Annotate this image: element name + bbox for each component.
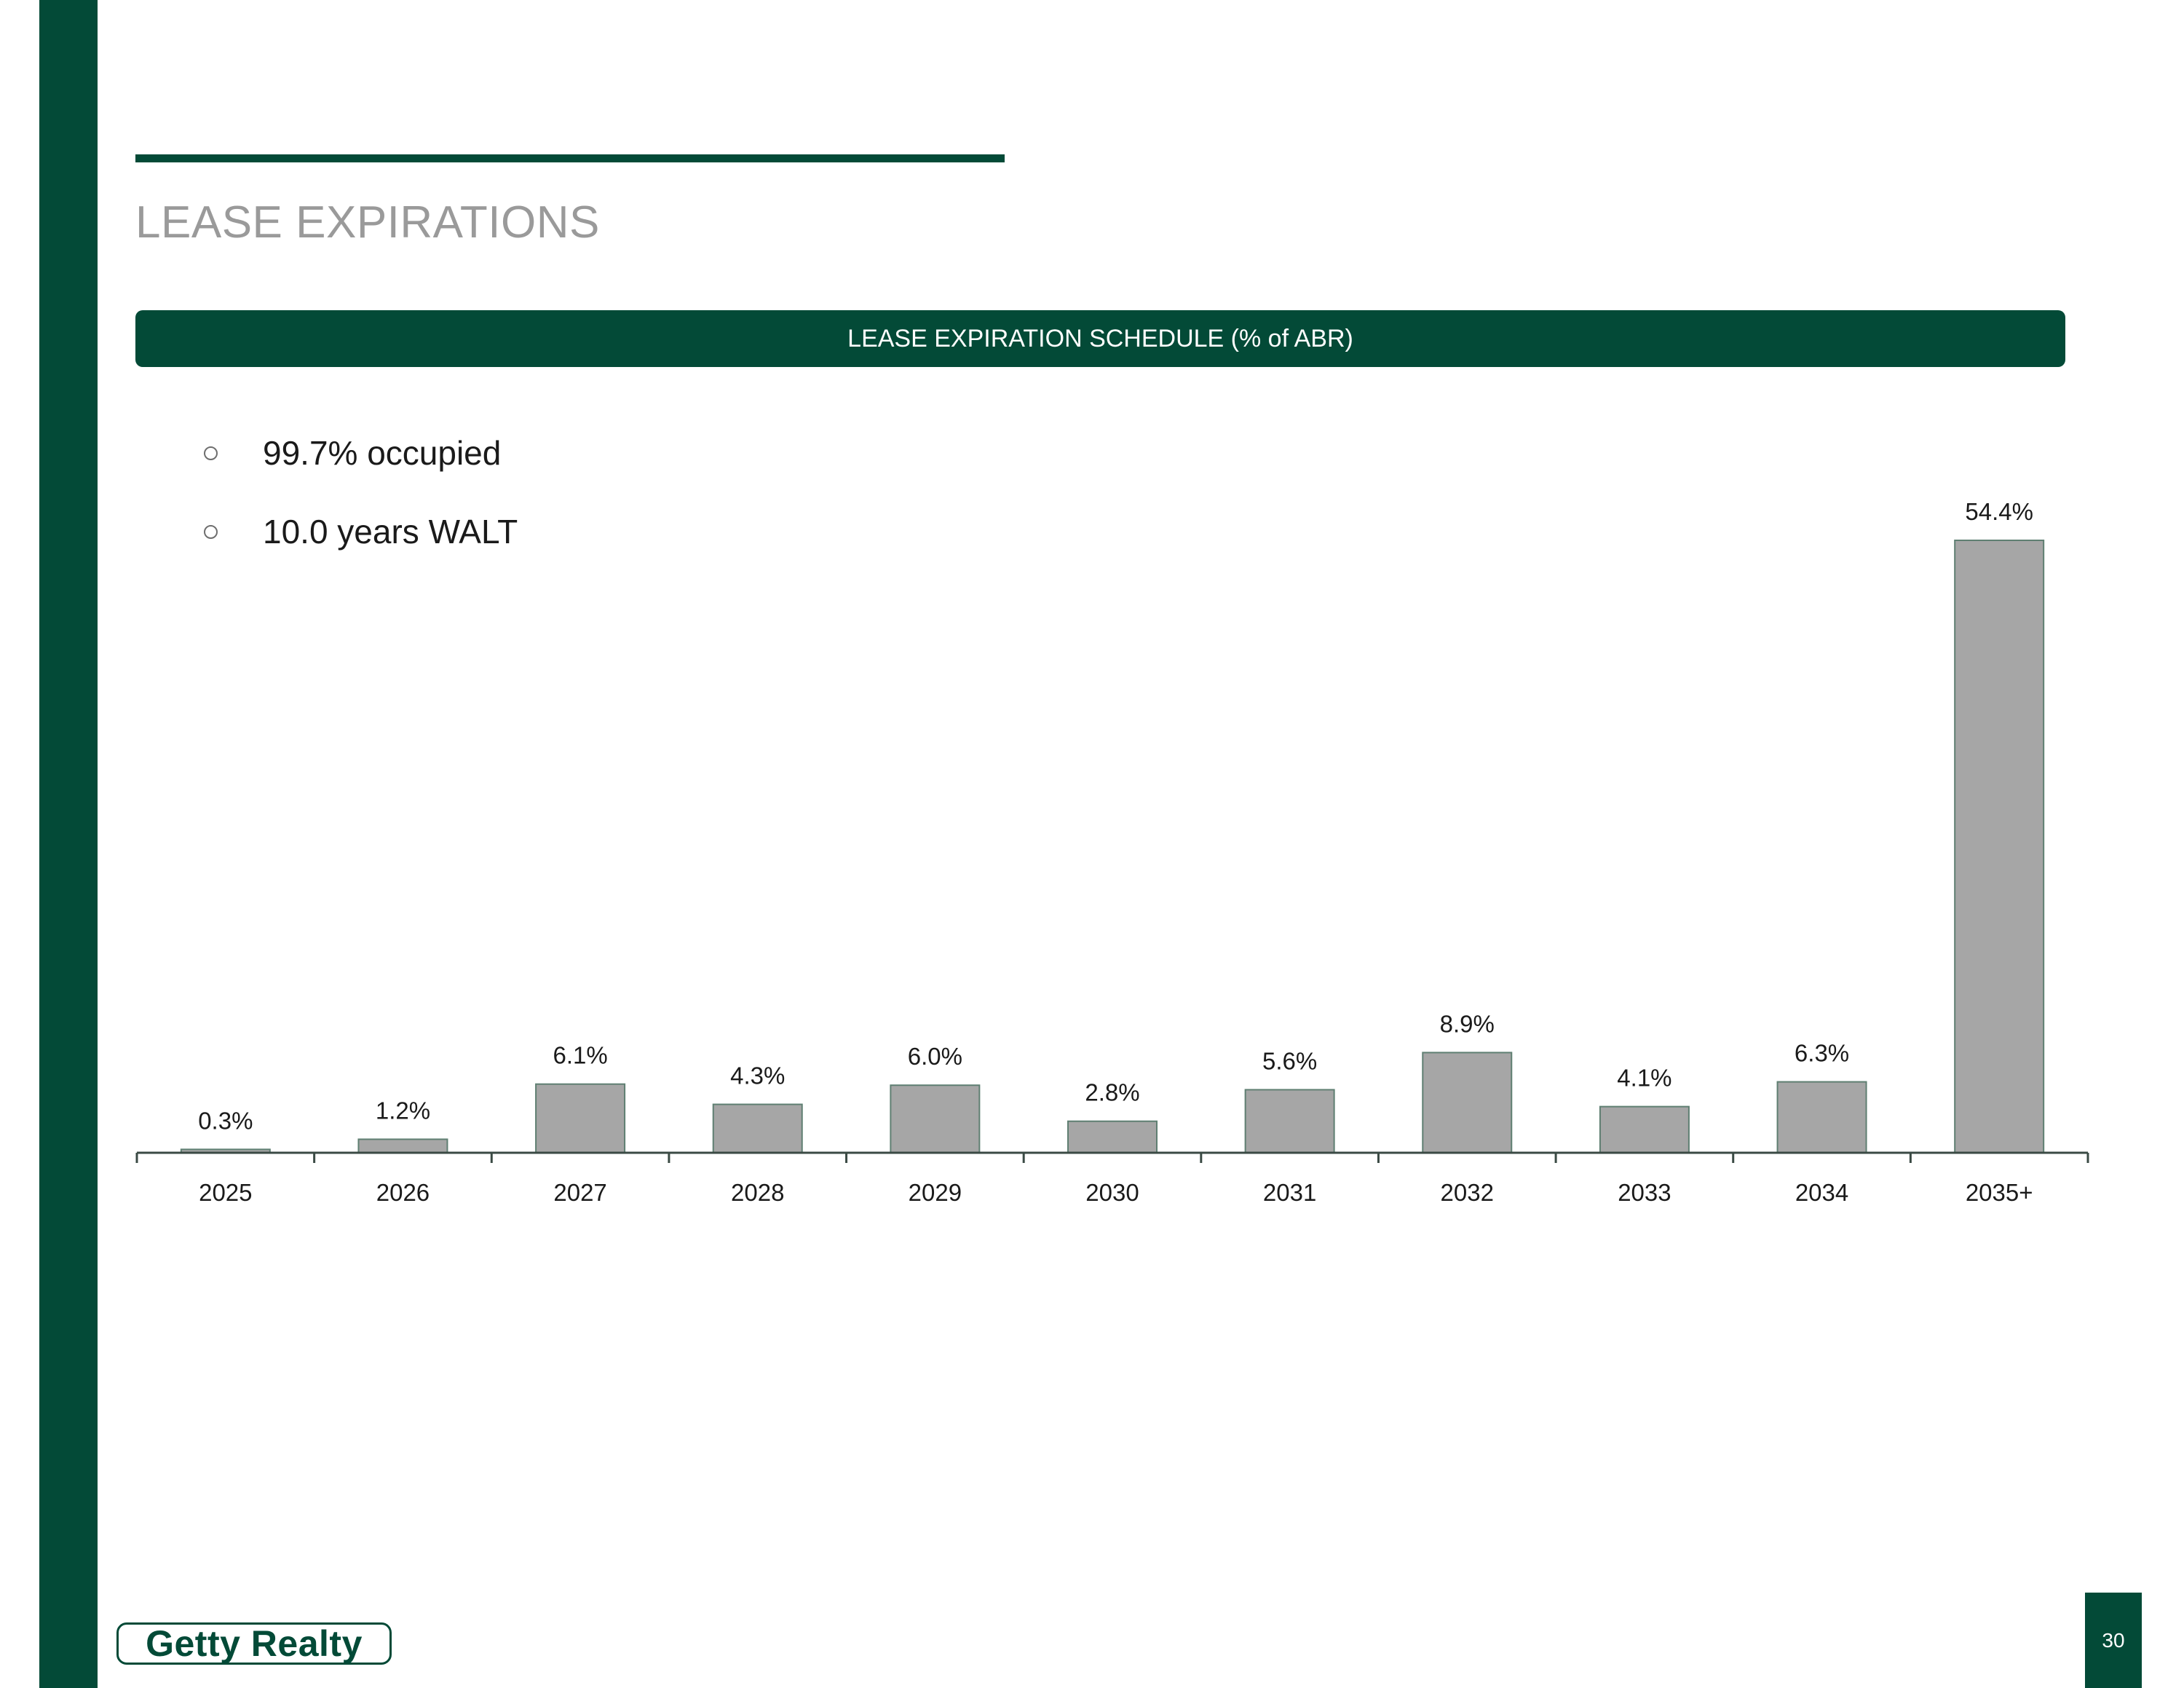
tick-label-2028: 2028 xyxy=(731,1179,784,1206)
bar-2035+ xyxy=(1954,540,2045,1153)
bullet-item: 99.7% occupied xyxy=(204,414,518,492)
data-label-2027: 6.1% xyxy=(553,1042,607,1069)
bar-2033 xyxy=(1599,1105,1690,1154)
tick-label-2032: 2032 xyxy=(1441,1179,1494,1206)
data-label-2026: 1.2% xyxy=(376,1097,430,1124)
bar-2026 xyxy=(357,1138,448,1153)
page-number-box: 30 xyxy=(2085,1593,2142,1688)
tick-label-2031: 2031 xyxy=(1263,1179,1316,1206)
company-logo: Getty Realty xyxy=(116,1622,392,1665)
bullet-text-walt: 10.0 years WALT xyxy=(263,513,518,551)
tick-label-2035+: 2035+ xyxy=(1966,1179,2033,1206)
bullet-text-occupancy: 99.7% occupied xyxy=(263,434,502,472)
title-rule xyxy=(135,154,1005,162)
bar-2027 xyxy=(535,1083,626,1153)
data-label-2031: 5.6% xyxy=(1262,1047,1317,1074)
tick-label-2033: 2033 xyxy=(1618,1179,1671,1206)
chart-header-text: LEASE EXPIRATION SCHEDULE (% of ABR) xyxy=(847,324,1353,352)
data-label-2025: 0.3% xyxy=(198,1107,253,1134)
page-number: 30 xyxy=(2102,1628,2125,1652)
bar-2029 xyxy=(890,1084,981,1154)
data-label-2030: 2.8% xyxy=(1085,1079,1139,1106)
logo-text: Getty Realty xyxy=(146,1623,363,1664)
page-title: LEASE EXPIRATIONS xyxy=(135,197,600,248)
data-label-2035+: 54.4% xyxy=(1965,498,2033,525)
data-label-2032: 8.9% xyxy=(1440,1010,1495,1037)
bar-2028 xyxy=(712,1103,803,1154)
tick-label-2025: 2025 xyxy=(199,1179,252,1206)
bar-2034 xyxy=(1776,1081,1867,1153)
data-label-2029: 6.0% xyxy=(908,1043,962,1070)
tick-label-2027: 2027 xyxy=(553,1179,606,1206)
tick-label-2030: 2030 xyxy=(1085,1179,1139,1206)
bullet-item: 10.0 years WALT xyxy=(204,492,518,571)
tick-label-2026: 2026 xyxy=(376,1179,430,1206)
bar-2032 xyxy=(1422,1052,1513,1153)
circle-bullet-icon xyxy=(204,446,218,460)
tick-label-2029: 2029 xyxy=(909,1179,962,1206)
chart-header-band: LEASE EXPIRATION SCHEDULE (% of ABR) xyxy=(135,310,2065,367)
bullet-list: 99.7% occupied 10.0 years WALT xyxy=(204,414,518,571)
left-accent-bar xyxy=(39,0,98,1688)
bar-2031 xyxy=(1244,1089,1335,1154)
data-label-2034: 6.3% xyxy=(1795,1040,1849,1067)
tick-label-2034: 2034 xyxy=(1795,1179,1848,1206)
data-label-2033: 4.1% xyxy=(1617,1065,1671,1092)
circle-bullet-icon xyxy=(204,524,218,539)
bar-2030 xyxy=(1067,1120,1158,1154)
data-label-2028: 4.3% xyxy=(730,1062,785,1089)
